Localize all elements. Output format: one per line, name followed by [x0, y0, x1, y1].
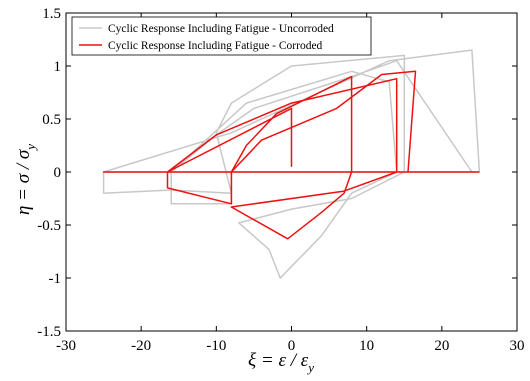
y-tick-label: 0.5: [42, 112, 61, 128]
x-tick-label: -10: [206, 338, 226, 354]
x-tick-label: -20: [131, 338, 151, 354]
series-line-1: [102, 70, 480, 240]
x-tick-label: 20: [434, 338, 449, 354]
x-axis-label: ξ = ε / εy: [248, 350, 314, 375]
x-tick-label: 10: [359, 338, 374, 354]
y-tick-label: -1.5: [37, 324, 61, 340]
x-tick-label: -30: [56, 338, 76, 354]
legend: Cyclic Response Including Fatigue - Unco…: [71, 16, 372, 56]
y-tick-label: 1.5: [42, 6, 61, 22]
x-axis-label-subscript: y: [306, 360, 314, 375]
y-tick-label: -0.5: [37, 218, 61, 234]
x-tick-label: 30: [510, 338, 525, 354]
legend-label-uncorroded: Cyclic Response Including Fatigue - Unco…: [108, 23, 334, 35]
legend-label-corroded: Cyclic Response Including Fatigue - Corr…: [108, 40, 323, 52]
y-axis-label-subscript: y: [23, 144, 38, 152]
legend-box: [71, 16, 372, 56]
series-layer: [102, 49, 481, 279]
x-tick-label: 0: [288, 338, 296, 354]
tick-layer: -30 -20 -10 0 10 20 30 -1.5 -1 -0.5 0 0.5 1 1.5: [37, 6, 524, 354]
y-axis-label: η = σ / σy: [13, 144, 38, 215]
y-tick-label: 1: [54, 59, 62, 75]
y-tick-label: 0: [54, 165, 62, 181]
y-tick-label: -1: [49, 271, 62, 287]
